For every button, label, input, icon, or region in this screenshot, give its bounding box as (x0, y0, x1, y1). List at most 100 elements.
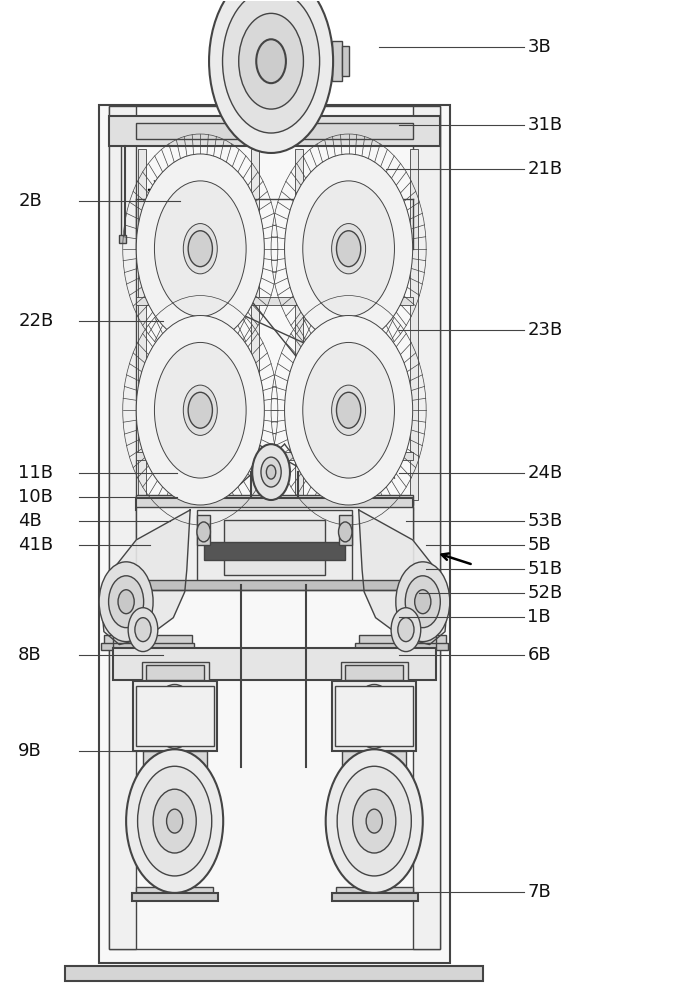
Text: 4B: 4B (18, 512, 42, 530)
Bar (336, 887, 414, 895)
Bar (295, 149, 303, 500)
Text: 5B: 5B (527, 536, 551, 554)
Circle shape (169, 708, 180, 724)
Bar (338, 515, 352, 545)
Text: 9B: 9B (18, 742, 42, 760)
Bar (197, 510, 352, 582)
Bar (136, 452, 413, 460)
Bar (137, 149, 146, 500)
Bar (342, 751, 406, 767)
Bar (136, 498, 413, 510)
Circle shape (209, 0, 333, 153)
Bar (224, 520, 325, 575)
Bar (141, 662, 209, 683)
Circle shape (303, 181, 395, 317)
Text: 23B: 23B (527, 321, 563, 339)
Circle shape (136, 154, 264, 343)
Bar (345, 665, 403, 680)
Bar (255, 117, 287, 125)
Circle shape (336, 231, 361, 267)
Circle shape (154, 181, 246, 317)
Bar (413, 106, 439, 949)
Bar (66, 966, 483, 981)
Text: 53B: 53B (527, 512, 563, 530)
Bar (146, 665, 204, 680)
Circle shape (257, 39, 286, 83)
Circle shape (153, 684, 196, 748)
Circle shape (162, 698, 187, 734)
Circle shape (183, 224, 217, 274)
Circle shape (167, 809, 183, 833)
Circle shape (369, 708, 380, 724)
Circle shape (239, 13, 303, 109)
Circle shape (406, 576, 440, 628)
Text: 2B: 2B (18, 192, 42, 210)
Circle shape (332, 385, 366, 435)
Circle shape (188, 392, 213, 428)
Circle shape (415, 590, 431, 614)
Bar (355, 643, 448, 650)
Text: 51B: 51B (527, 560, 563, 578)
Bar (109, 106, 136, 949)
Polygon shape (101, 510, 190, 645)
Bar (104, 635, 192, 645)
Bar (143, 751, 207, 767)
Bar (136, 495, 413, 505)
Circle shape (136, 316, 264, 505)
Circle shape (253, 444, 290, 500)
Circle shape (118, 590, 134, 614)
Circle shape (303, 342, 395, 478)
Circle shape (366, 809, 383, 833)
Bar (136, 123, 413, 139)
Text: 10B: 10B (18, 488, 53, 506)
Circle shape (135, 618, 151, 642)
Bar (112, 590, 436, 650)
Bar (112, 648, 436, 680)
Bar (359, 635, 446, 645)
Bar (109, 106, 439, 949)
Circle shape (266, 465, 276, 479)
Bar (335, 686, 413, 746)
Circle shape (197, 522, 211, 542)
Bar (332, 681, 416, 751)
Text: 52B: 52B (527, 584, 563, 602)
Bar (342, 46, 349, 76)
Text: 8B: 8B (18, 646, 42, 664)
Bar (251, 149, 259, 500)
Circle shape (353, 789, 396, 853)
Text: 24B: 24B (527, 464, 563, 482)
Bar (136, 686, 214, 746)
Circle shape (99, 562, 153, 642)
Circle shape (284, 316, 413, 505)
Circle shape (337, 766, 412, 876)
Bar (136, 297, 413, 305)
Bar (261, 104, 280, 119)
Bar (136, 887, 213, 895)
Circle shape (284, 154, 413, 343)
Circle shape (338, 522, 352, 542)
Bar (204, 542, 345, 560)
Text: 3B: 3B (527, 38, 551, 56)
Circle shape (108, 576, 144, 628)
Circle shape (153, 789, 196, 853)
Bar (332, 893, 418, 901)
Bar (131, 893, 218, 901)
Polygon shape (359, 510, 447, 645)
Circle shape (188, 231, 213, 267)
Bar (109, 116, 439, 146)
Text: 7B: 7B (527, 883, 551, 901)
Bar (341, 662, 408, 683)
Circle shape (126, 749, 223, 893)
Text: 11B: 11B (18, 464, 53, 482)
Bar (119, 235, 126, 243)
Circle shape (391, 608, 420, 652)
Text: 21B: 21B (527, 160, 563, 178)
Text: 31B: 31B (527, 116, 563, 134)
Bar (112, 580, 436, 590)
Circle shape (183, 385, 217, 435)
Circle shape (362, 698, 387, 734)
Circle shape (128, 608, 158, 652)
Circle shape (332, 224, 366, 274)
Circle shape (261, 457, 281, 487)
Bar (133, 681, 217, 751)
